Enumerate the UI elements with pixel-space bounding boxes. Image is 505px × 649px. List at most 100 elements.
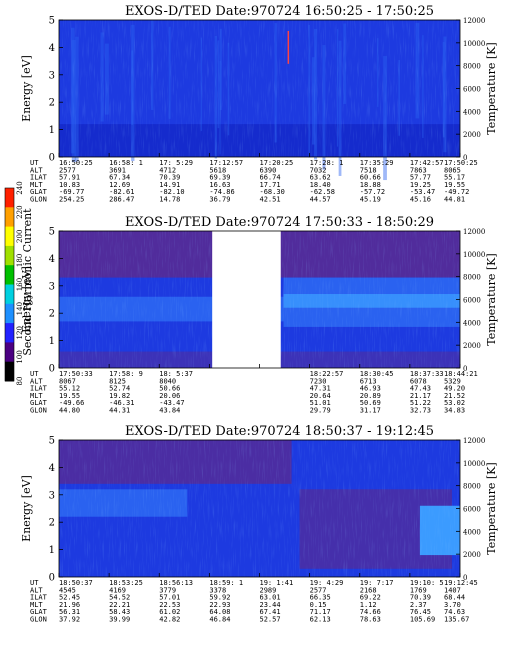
ephemeris-cell: 10.83 bbox=[59, 181, 80, 189]
y2-tick-label: 2000 bbox=[463, 131, 481, 139]
ephemeris-cell: 63.01 bbox=[260, 594, 281, 602]
ephemeris-row-label: GLON bbox=[30, 196, 47, 204]
ephemeris-cell: 18.88 bbox=[360, 181, 381, 189]
colorbar-cells bbox=[4, 187, 15, 382]
colorbar-cell bbox=[5, 207, 14, 228]
ephemeris-cell: 18:44:21 bbox=[444, 370, 478, 378]
y-tick-label: 5 bbox=[49, 16, 55, 27]
ephemeris-row-label: ALT bbox=[30, 586, 43, 594]
y2-tick-label: 4000 bbox=[463, 108, 481, 116]
ephemeris-cell: 19:10: 5 bbox=[410, 579, 444, 587]
y2-axis-label: Temperature [K] bbox=[485, 42, 498, 134]
ephemeris-cell: -82.61 bbox=[109, 188, 134, 196]
y2-tick-label: 8000 bbox=[463, 63, 481, 71]
ephemeris-cell: 42.82 bbox=[159, 616, 180, 624]
ephemeris-cell: 44.81 bbox=[444, 196, 465, 204]
y2-tick-label: 2000 bbox=[463, 342, 481, 350]
ephemeris-cell: 70.39 bbox=[410, 594, 431, 602]
ephemeris-cell: -43.47 bbox=[159, 399, 184, 407]
colorbar-cell bbox=[5, 303, 14, 324]
ephemeris-cell: 36.79 bbox=[209, 196, 230, 204]
ephemeris-cell: 17:50:33 bbox=[59, 370, 93, 378]
ephemeris-cell: 57.01 bbox=[159, 594, 180, 602]
ephemeris-cell: 20.64 bbox=[310, 392, 331, 400]
ephemeris-cell: 6390 bbox=[260, 166, 277, 174]
ephemeris-cell: 52.57 bbox=[260, 616, 281, 624]
ephemeris-cell: 17:42:57 bbox=[410, 159, 444, 167]
ephemeris-row-label: GLAT bbox=[30, 188, 48, 196]
ephemeris-row-label: MLT bbox=[30, 181, 43, 189]
ephemeris-cell: 46.84 bbox=[209, 616, 230, 624]
ephemeris-cell: 17:12:57 bbox=[209, 159, 243, 167]
ephemeris-cell: 3779 bbox=[159, 586, 176, 594]
ephemeris-cell: 21.52 bbox=[444, 392, 465, 400]
colorbar-tick-label: 240 bbox=[16, 181, 24, 194]
ephemeris-cell: 5618 bbox=[209, 166, 226, 174]
ephemeris-cell: 32.73 bbox=[410, 407, 431, 415]
ephemeris-cell: 135.67 bbox=[444, 616, 469, 624]
ephemeris-cell: 23.44 bbox=[260, 601, 281, 609]
y-tick-label: 3 bbox=[49, 281, 55, 292]
ephemeris-cell: 6713 bbox=[360, 377, 377, 385]
ephemeris-cell: 2.37 bbox=[410, 601, 427, 609]
ephemeris-cell: 18:56:13 bbox=[159, 579, 193, 587]
colorbar-ticks: 80 100 120 140 160 180 200 220 240 bbox=[16, 181, 24, 385]
y2-tick-label: 12000 bbox=[463, 228, 485, 236]
ephemeris-cell: 18:50:37 bbox=[59, 579, 93, 587]
ephemeris-row-label: GLON bbox=[30, 407, 47, 415]
colorbar-tick-label: 100 bbox=[16, 350, 24, 363]
ephemeris-cell: -49.72 bbox=[444, 188, 469, 196]
y2-tick-label: 10000 bbox=[463, 460, 485, 468]
ephemeris-cell: 68.44 bbox=[444, 594, 465, 602]
ephemeris-cell: 34.83 bbox=[444, 407, 465, 415]
y-tick-label: 3 bbox=[49, 70, 55, 81]
ephemeris-cell: 8067 bbox=[59, 377, 76, 385]
ephemeris-row-label: UT bbox=[30, 159, 39, 167]
ephemeris-cell: 19.82 bbox=[109, 392, 130, 400]
ephemeris-cell: 1407 bbox=[444, 586, 461, 594]
ephemeris-cell: 8065 bbox=[444, 166, 461, 174]
ephemeris-cell: 74.66 bbox=[360, 608, 381, 616]
ephemeris-cell: 7230 bbox=[310, 377, 327, 385]
ephemeris-cell: 51.01 bbox=[310, 399, 331, 407]
ephemeris-cell: 1769 bbox=[410, 586, 427, 594]
ephemeris-cell: 1.12 bbox=[360, 601, 377, 609]
ephemeris-cell: 58.43 bbox=[109, 608, 130, 616]
ephemeris-cell: 105.69 bbox=[410, 616, 435, 624]
y-tick-label: 1 bbox=[49, 545, 55, 556]
ephemeris-cell: 22.21 bbox=[109, 601, 130, 609]
y-axis-label: Energy [eV] bbox=[20, 266, 33, 333]
panel-1: EXOS-D/TED Date:970724 16:50:25 - 17:50:… bbox=[20, 4, 498, 204]
ephemeris-table: UTALTILATMLTGLATGLON17:50:33806755.1219.… bbox=[30, 370, 478, 415]
panel-title: EXOS-D/TED Date:970724 17:50:33 - 18:50:… bbox=[125, 215, 434, 230]
ephemeris-cell: 39.99 bbox=[109, 616, 130, 624]
y-tick-label: 5 bbox=[49, 227, 55, 238]
ephemeris-cell: 3.70 bbox=[444, 601, 461, 609]
colorbar-cell bbox=[5, 226, 14, 247]
y-tick-label: 3 bbox=[49, 490, 55, 501]
ephemeris-cell: -57.72 bbox=[360, 188, 385, 196]
ephemeris-cell: 53.02 bbox=[444, 399, 465, 407]
ephemeris-cell: 52.45 bbox=[59, 594, 80, 602]
ephemeris-cell: 19: 4:29 bbox=[310, 579, 344, 587]
ephemeris-cell: 70.39 bbox=[159, 174, 180, 182]
ephemeris-cell: 55.17 bbox=[444, 174, 465, 182]
ephemeris-cell: 3691 bbox=[109, 166, 126, 174]
ephemeris-cell: 19: 1:41 bbox=[260, 579, 294, 587]
ephemeris-cell: 6078 bbox=[410, 377, 427, 385]
ephemeris-cell: 62.13 bbox=[310, 616, 331, 624]
ephemeris-cell: 18:53:25 bbox=[109, 579, 143, 587]
ephemeris-cell: -53.47 bbox=[410, 188, 435, 196]
ephemeris-cell: 17:58: 9 bbox=[109, 370, 143, 378]
ephemeris-cell: 22.93 bbox=[209, 601, 230, 609]
ephemeris-cell: 20.89 bbox=[360, 392, 381, 400]
ephemeris-cell: 47.43 bbox=[410, 385, 431, 393]
y2-tick-label: 8000 bbox=[463, 274, 481, 282]
colorbar-tick-label: 80 bbox=[16, 377, 24, 386]
colorbar-tick-label: 220 bbox=[16, 205, 24, 218]
ephemeris-row-label: MLT bbox=[30, 601, 43, 609]
ephemeris-row-label: GLON bbox=[30, 616, 47, 624]
ephemeris-row-label: ILAT bbox=[30, 174, 48, 182]
ephemeris-cell: -46.31 bbox=[109, 399, 134, 407]
